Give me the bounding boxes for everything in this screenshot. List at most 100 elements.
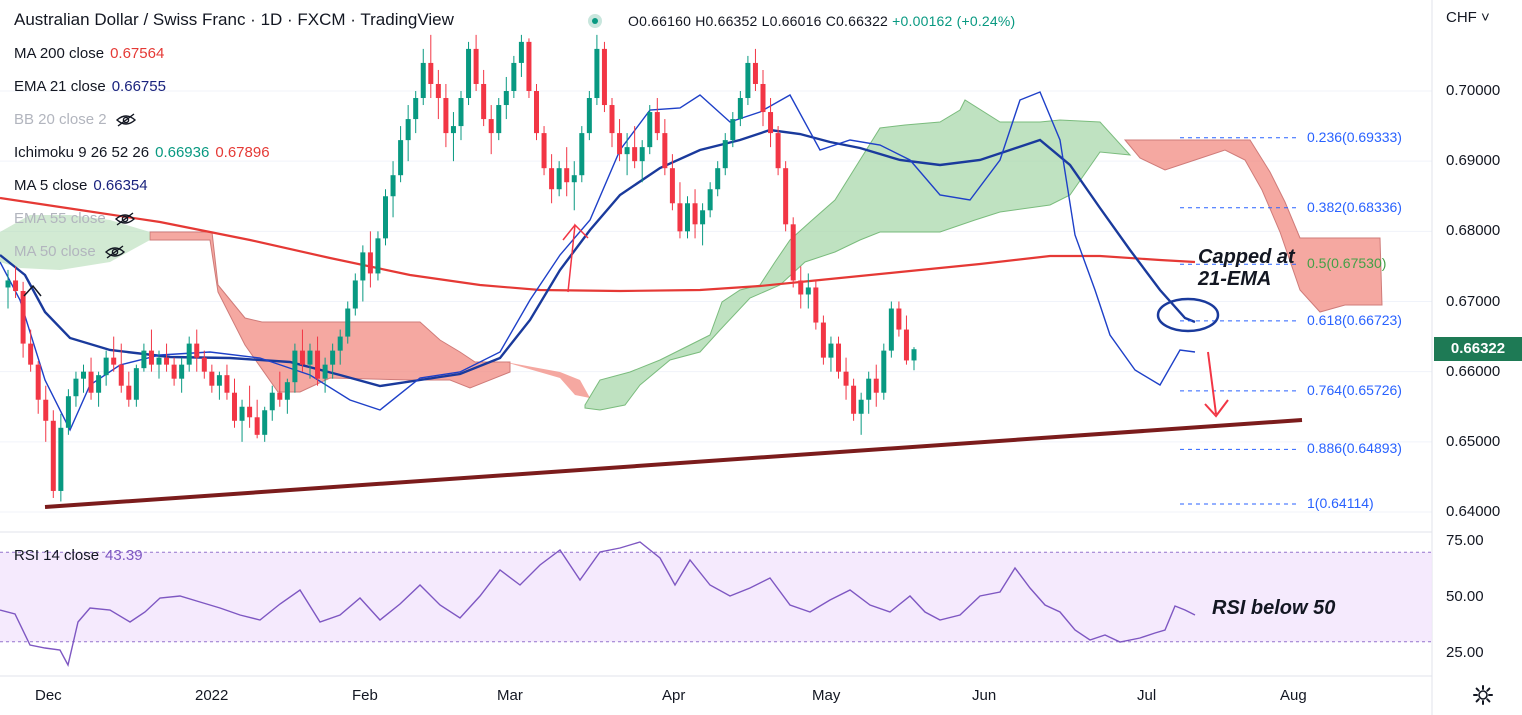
collapse-chevron-icon [23, 284, 42, 297]
settings-gear-icon[interactable] [1472, 684, 1494, 706]
indicator-row[interactable]: EMA 55 close [14, 210, 136, 227]
candle-body [194, 343, 200, 358]
candle-body [601, 48, 607, 106]
candle-body [624, 147, 630, 155]
candle-body [118, 364, 124, 386]
rsi-legend: RSI 14 close 43.39 [14, 547, 143, 564]
candle-body [632, 147, 638, 162]
price-tick: 0.69000 [1446, 152, 1501, 170]
cloud-bear-right [1123, 139, 1383, 313]
candle-body [586, 98, 592, 134]
indicator-row[interactable]: EMA 21 close 0.66755 [14, 78, 166, 95]
candle-body [58, 427, 64, 491]
candle-body [375, 238, 381, 274]
time-tick: Dec [35, 687, 62, 704]
last-price-tag: 0.66322 [1434, 337, 1522, 361]
candle-body [518, 41, 524, 63]
candle-body [73, 378, 79, 397]
candle-body [164, 357, 170, 365]
candle-body [805, 287, 811, 295]
ema-cap-annotation: Capped at 21-EMA [1198, 246, 1295, 290]
hidden-eye-icon[interactable] [107, 111, 137, 128]
indicator-row[interactable]: MA 50 close [14, 243, 126, 260]
candle-body [458, 98, 464, 127]
candle-body [171, 364, 177, 379]
ohlc-readout: O0.66160 H0.66352 L0.66016 C0.66322 +0.0… [628, 13, 1015, 29]
candle-body [254, 417, 260, 435]
candle-body [481, 83, 487, 120]
ema-cap-line2: 21-EMA [1198, 268, 1272, 290]
candle-body [851, 385, 857, 414]
ma5-line [0, 91, 1196, 432]
candle-body [541, 133, 547, 169]
indicator-row[interactable]: Ichimoku 9 26 52 26 0.66936 0.67896 [14, 144, 270, 161]
indicator-row[interactable]: MA 200 close 0.67564 [14, 45, 164, 62]
time-tick: Jun [972, 687, 997, 704]
candle-body [526, 41, 532, 91]
indicator-row[interactable]: BB 20 close 2 [14, 111, 137, 128]
price-tick: 0.65000 [1446, 432, 1501, 450]
indicator-label: BB 20 close 2 [14, 111, 107, 128]
candle-body [534, 91, 539, 134]
candle-body [141, 350, 147, 369]
candle-body [715, 168, 721, 190]
candle-body [888, 308, 894, 351]
candle-body [360, 252, 366, 281]
candle-body [677, 203, 683, 232]
symbol-title[interactable]: Australian Dollar / Swiss Franc · 1D · F… [14, 10, 454, 29]
candle-body [111, 357, 117, 365]
ohlc-close: C0.66322 [825, 13, 889, 29]
candle-body [322, 364, 328, 379]
candle-body [277, 392, 283, 400]
hidden-eye-icon[interactable] [96, 243, 126, 260]
candle-body [352, 280, 358, 309]
rsi-value: 43.39 [105, 547, 143, 564]
fib-level-label: 0.236(0.69333) [1307, 128, 1402, 145]
candle-body [345, 308, 351, 337]
candle-body [299, 350, 305, 365]
candle-body [564, 168, 570, 183]
candle-body [798, 280, 804, 295]
time-tick: Aug [1280, 687, 1307, 704]
candle-body [700, 210, 706, 225]
candle-body [662, 133, 668, 169]
candle-body [88, 371, 94, 393]
candle-body [775, 133, 781, 169]
fibonacci-levels [1180, 137, 1300, 505]
currency-menu[interactable]: CHF ˅ [1446, 9, 1490, 26]
candle-body [216, 375, 222, 386]
indicator-value-2: 0.67896 [215, 144, 270, 161]
time-tick: May [812, 687, 841, 704]
ema-cap-line1: Capped at [1198, 246, 1295, 268]
candle-body [315, 350, 321, 379]
candle-body [685, 203, 690, 232]
indicator-label: MA 5 close [14, 177, 88, 194]
hidden-eye-icon[interactable] [106, 210, 136, 227]
candle-body [450, 126, 456, 134]
cloud-bear-left [149, 231, 511, 393]
candle-body [443, 98, 449, 134]
cloud-bear-2 [505, 362, 590, 398]
indicator-row[interactable]: MA 5 close 0.66354 [14, 177, 148, 194]
indicator-value: 0.66936 [155, 144, 210, 161]
time-tick: Mar [497, 687, 523, 704]
support-trendline [44, 418, 1303, 509]
candle-body [730, 119, 736, 141]
ema-cap-circle [1156, 297, 1220, 333]
candle-body [13, 280, 19, 291]
candle-body [179, 364, 185, 379]
moving-average-lines [0, 91, 1196, 432]
candle-body [828, 343, 834, 358]
time-tick: Apr [662, 687, 686, 704]
candle-body [896, 308, 902, 330]
candle-body [639, 147, 645, 162]
candle-body [428, 62, 434, 84]
candle-body [617, 133, 623, 155]
candle-body [473, 48, 479, 84]
candle-body [20, 290, 26, 344]
down-arrow-icon [1204, 351, 1229, 418]
fib-level-label: 0.764(0.65726) [1307, 381, 1402, 398]
rsi-tick: 75.00 [1446, 532, 1484, 549]
candle-body [5, 280, 11, 288]
